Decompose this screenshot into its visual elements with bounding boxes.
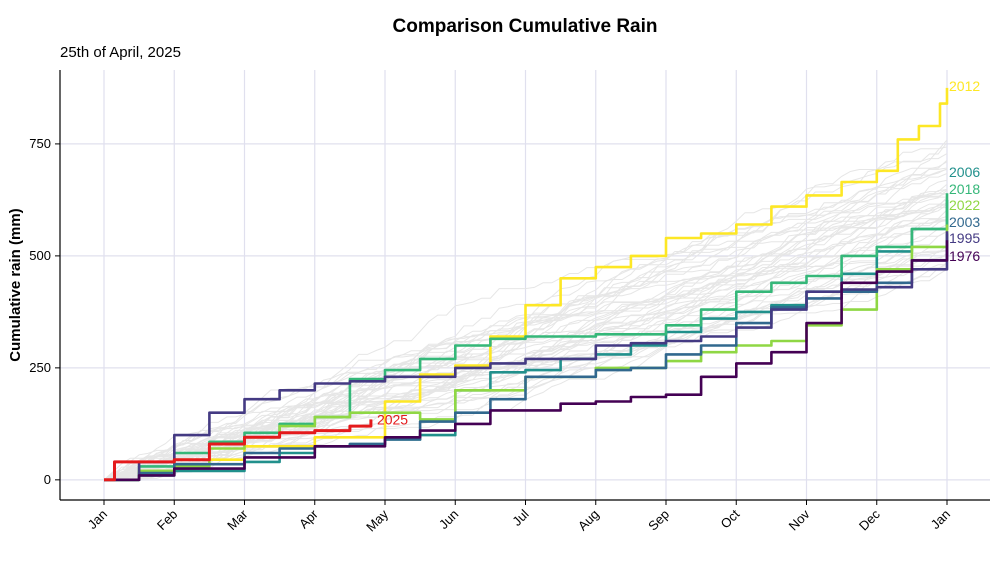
x-tick-label: Nov xyxy=(786,506,813,533)
chart-title: Comparison Cumulative Rain xyxy=(392,16,658,37)
background-year-line xyxy=(103,215,948,481)
x-tick-label: Mar xyxy=(224,506,251,533)
series-label-2022: 2022 xyxy=(949,197,980,213)
x-tick-label: Oct xyxy=(717,506,742,531)
y-tick-label: 750 xyxy=(29,136,51,151)
series-line-2025 xyxy=(104,419,373,482)
y-tick-label: 250 xyxy=(29,360,51,375)
series-label-2006: 2006 xyxy=(949,164,980,180)
series-line-1995 xyxy=(104,231,949,482)
x-tick-label: Sep xyxy=(645,507,672,534)
series-label-1976: 1976 xyxy=(949,248,980,264)
series-line-2003 xyxy=(104,233,949,482)
series-label-1995: 1995 xyxy=(949,230,980,246)
x-tick-label: Aug xyxy=(575,507,602,534)
y-tick-label: 500 xyxy=(29,248,51,263)
series-line-2012 xyxy=(104,87,949,482)
x-tick-label: Jan xyxy=(85,507,110,532)
x-tick-label: Jun xyxy=(436,507,461,532)
x-tick-label: May xyxy=(363,506,391,534)
chart-subtitle: 25th of April, 2025 xyxy=(60,44,181,61)
x-tick-label: Apr xyxy=(296,506,321,531)
x-tick-label: Jul xyxy=(509,506,531,528)
x-tick-label: Dec xyxy=(856,506,883,533)
series-label-2003: 2003 xyxy=(949,214,980,230)
series-label-2025: 2025 xyxy=(377,411,408,427)
series-label-2018: 2018 xyxy=(949,181,980,197)
y-axis-title: Cumulative rain (mm) xyxy=(7,208,24,361)
x-tick-label: Jan xyxy=(928,507,953,532)
series-label-2012: 2012 xyxy=(949,78,980,94)
x-tick-label: Feb xyxy=(154,507,180,533)
y-tick-label: 0 xyxy=(44,472,51,487)
series-line-1976 xyxy=(104,240,949,482)
